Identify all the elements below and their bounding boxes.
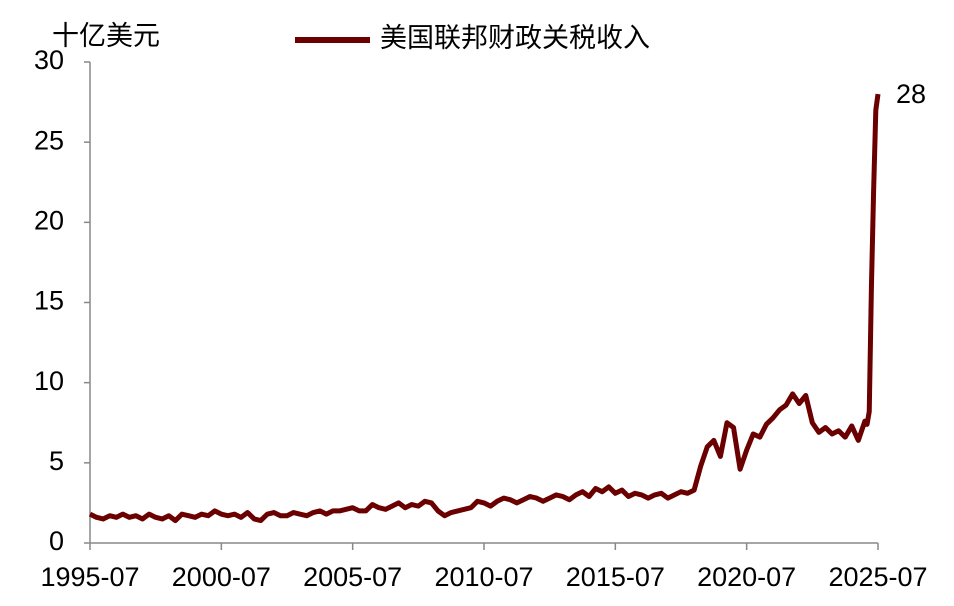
- y-tick-label: 10: [34, 366, 64, 396]
- x-tick-label: 2000-07: [172, 562, 271, 592]
- x-tick-label: 2025-07: [828, 562, 927, 592]
- y-tick-label: 5: [49, 446, 64, 476]
- y-tick-label: 30: [34, 45, 64, 75]
- y-tick-label: 20: [34, 205, 64, 235]
- line-series: [88, 93, 881, 524]
- y-tick-label: 0: [49, 526, 64, 556]
- x-tick-label: 1995-07: [40, 562, 139, 592]
- x-tick-label: 2020-07: [697, 562, 796, 592]
- legend-label: 美国联邦财政关税收入: [380, 23, 650, 53]
- x-tick-label: 2005-07: [303, 562, 402, 592]
- x-tick-label: 2010-07: [434, 562, 533, 592]
- x-tick-label: 2015-07: [566, 562, 665, 592]
- y-tick-label: 25: [34, 125, 64, 155]
- y-tick-label: 15: [34, 286, 64, 316]
- value-label: 28: [896, 79, 926, 109]
- y-axis-label: 十亿美元: [52, 21, 160, 51]
